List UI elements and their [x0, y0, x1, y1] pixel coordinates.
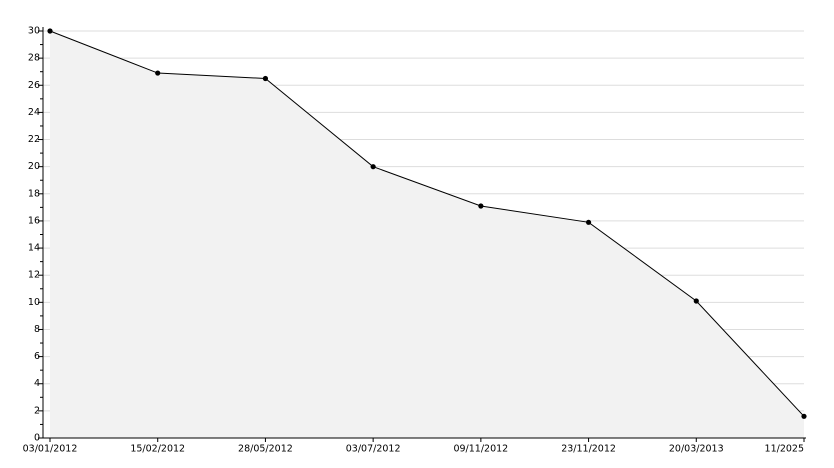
y-tick-label: 18 — [28, 188, 40, 199]
y-tick-label: 26 — [28, 80, 40, 91]
x-tick-label: 20/03/2013 — [669, 444, 724, 455]
y-tick-label: 22 — [28, 134, 40, 145]
point — [262, 75, 269, 82]
line — [49, 30, 805, 417]
y-tick-label: 20 — [28, 161, 40, 172]
point — [585, 219, 592, 225]
y-tick-label: 8 — [34, 324, 40, 335]
x-tick-label: 28/05/2012 — [238, 444, 293, 455]
y-tick-label: 4 — [34, 378, 40, 389]
y-tick-label: 10 — [28, 297, 40, 308]
point — [478, 203, 484, 209]
x-tick-label: 09/11/2012 — [453, 444, 508, 455]
y-tick-label: 14 — [28, 243, 40, 254]
point — [155, 70, 161, 76]
point — [693, 298, 699, 304]
y-tick-label: 24 — [28, 107, 40, 118]
x-tick-label: 03/01/2012 — [23, 444, 78, 455]
y-tick-label: 16 — [28, 215, 40, 226]
y-tick-label: 12 — [28, 270, 40, 281]
point — [801, 413, 807, 419]
x-tick-label: 23/11/2012 — [561, 444, 616, 455]
y-tick-label: 28 — [28, 53, 40, 64]
point — [47, 28, 53, 34]
x-tick-label: 03/07/2012 — [346, 444, 401, 455]
y-tick-label: 0 — [34, 433, 40, 444]
point — [370, 164, 376, 170]
x-tick-label: 15/02/2012 — [130, 444, 185, 455]
y-tick-label: 6 — [34, 351, 40, 362]
area — [50, 31, 804, 438]
y-tick-label: 2 — [34, 405, 40, 416]
x-tick-label: 11/2025 — [765, 444, 804, 455]
y-tick-label: 30 — [28, 26, 40, 37]
